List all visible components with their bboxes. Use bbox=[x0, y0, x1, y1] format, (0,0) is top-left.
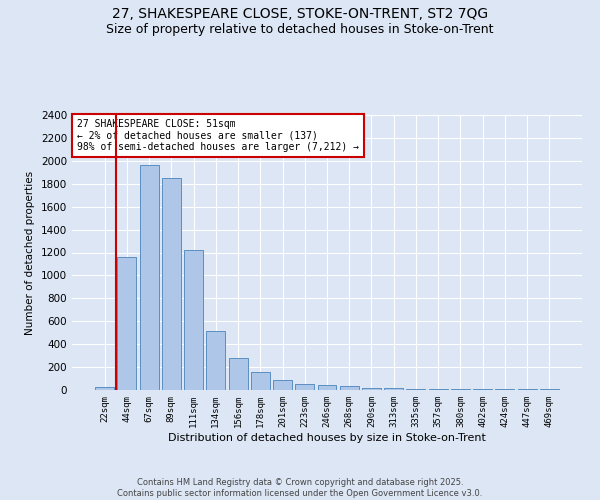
Bar bbox=[184, 250, 203, 390]
Bar bbox=[362, 388, 381, 390]
Y-axis label: Number of detached properties: Number of detached properties bbox=[25, 170, 35, 334]
Bar bbox=[162, 178, 181, 390]
Text: Contains HM Land Registry data © Crown copyright and database right 2025.
Contai: Contains HM Land Registry data © Crown c… bbox=[118, 478, 482, 498]
Bar bbox=[340, 386, 359, 390]
X-axis label: Distribution of detached houses by size in Stoke-on-Trent: Distribution of detached houses by size … bbox=[168, 432, 486, 442]
Bar bbox=[384, 388, 403, 390]
Text: Size of property relative to detached houses in Stoke-on-Trent: Size of property relative to detached ho… bbox=[106, 22, 494, 36]
Bar bbox=[251, 372, 270, 390]
Bar bbox=[206, 331, 225, 390]
Text: 27, SHAKESPEARE CLOSE, STOKE-ON-TRENT, ST2 7QG: 27, SHAKESPEARE CLOSE, STOKE-ON-TRENT, S… bbox=[112, 8, 488, 22]
Bar bbox=[95, 386, 114, 390]
Bar bbox=[229, 358, 248, 390]
Text: 27 SHAKESPEARE CLOSE: 51sqm
← 2% of detached houses are smaller (137)
98% of sem: 27 SHAKESPEARE CLOSE: 51sqm ← 2% of deta… bbox=[77, 119, 359, 152]
Bar bbox=[317, 385, 337, 390]
Bar bbox=[118, 257, 136, 390]
Bar bbox=[295, 384, 314, 390]
Bar bbox=[140, 166, 158, 390]
Bar bbox=[273, 380, 292, 390]
